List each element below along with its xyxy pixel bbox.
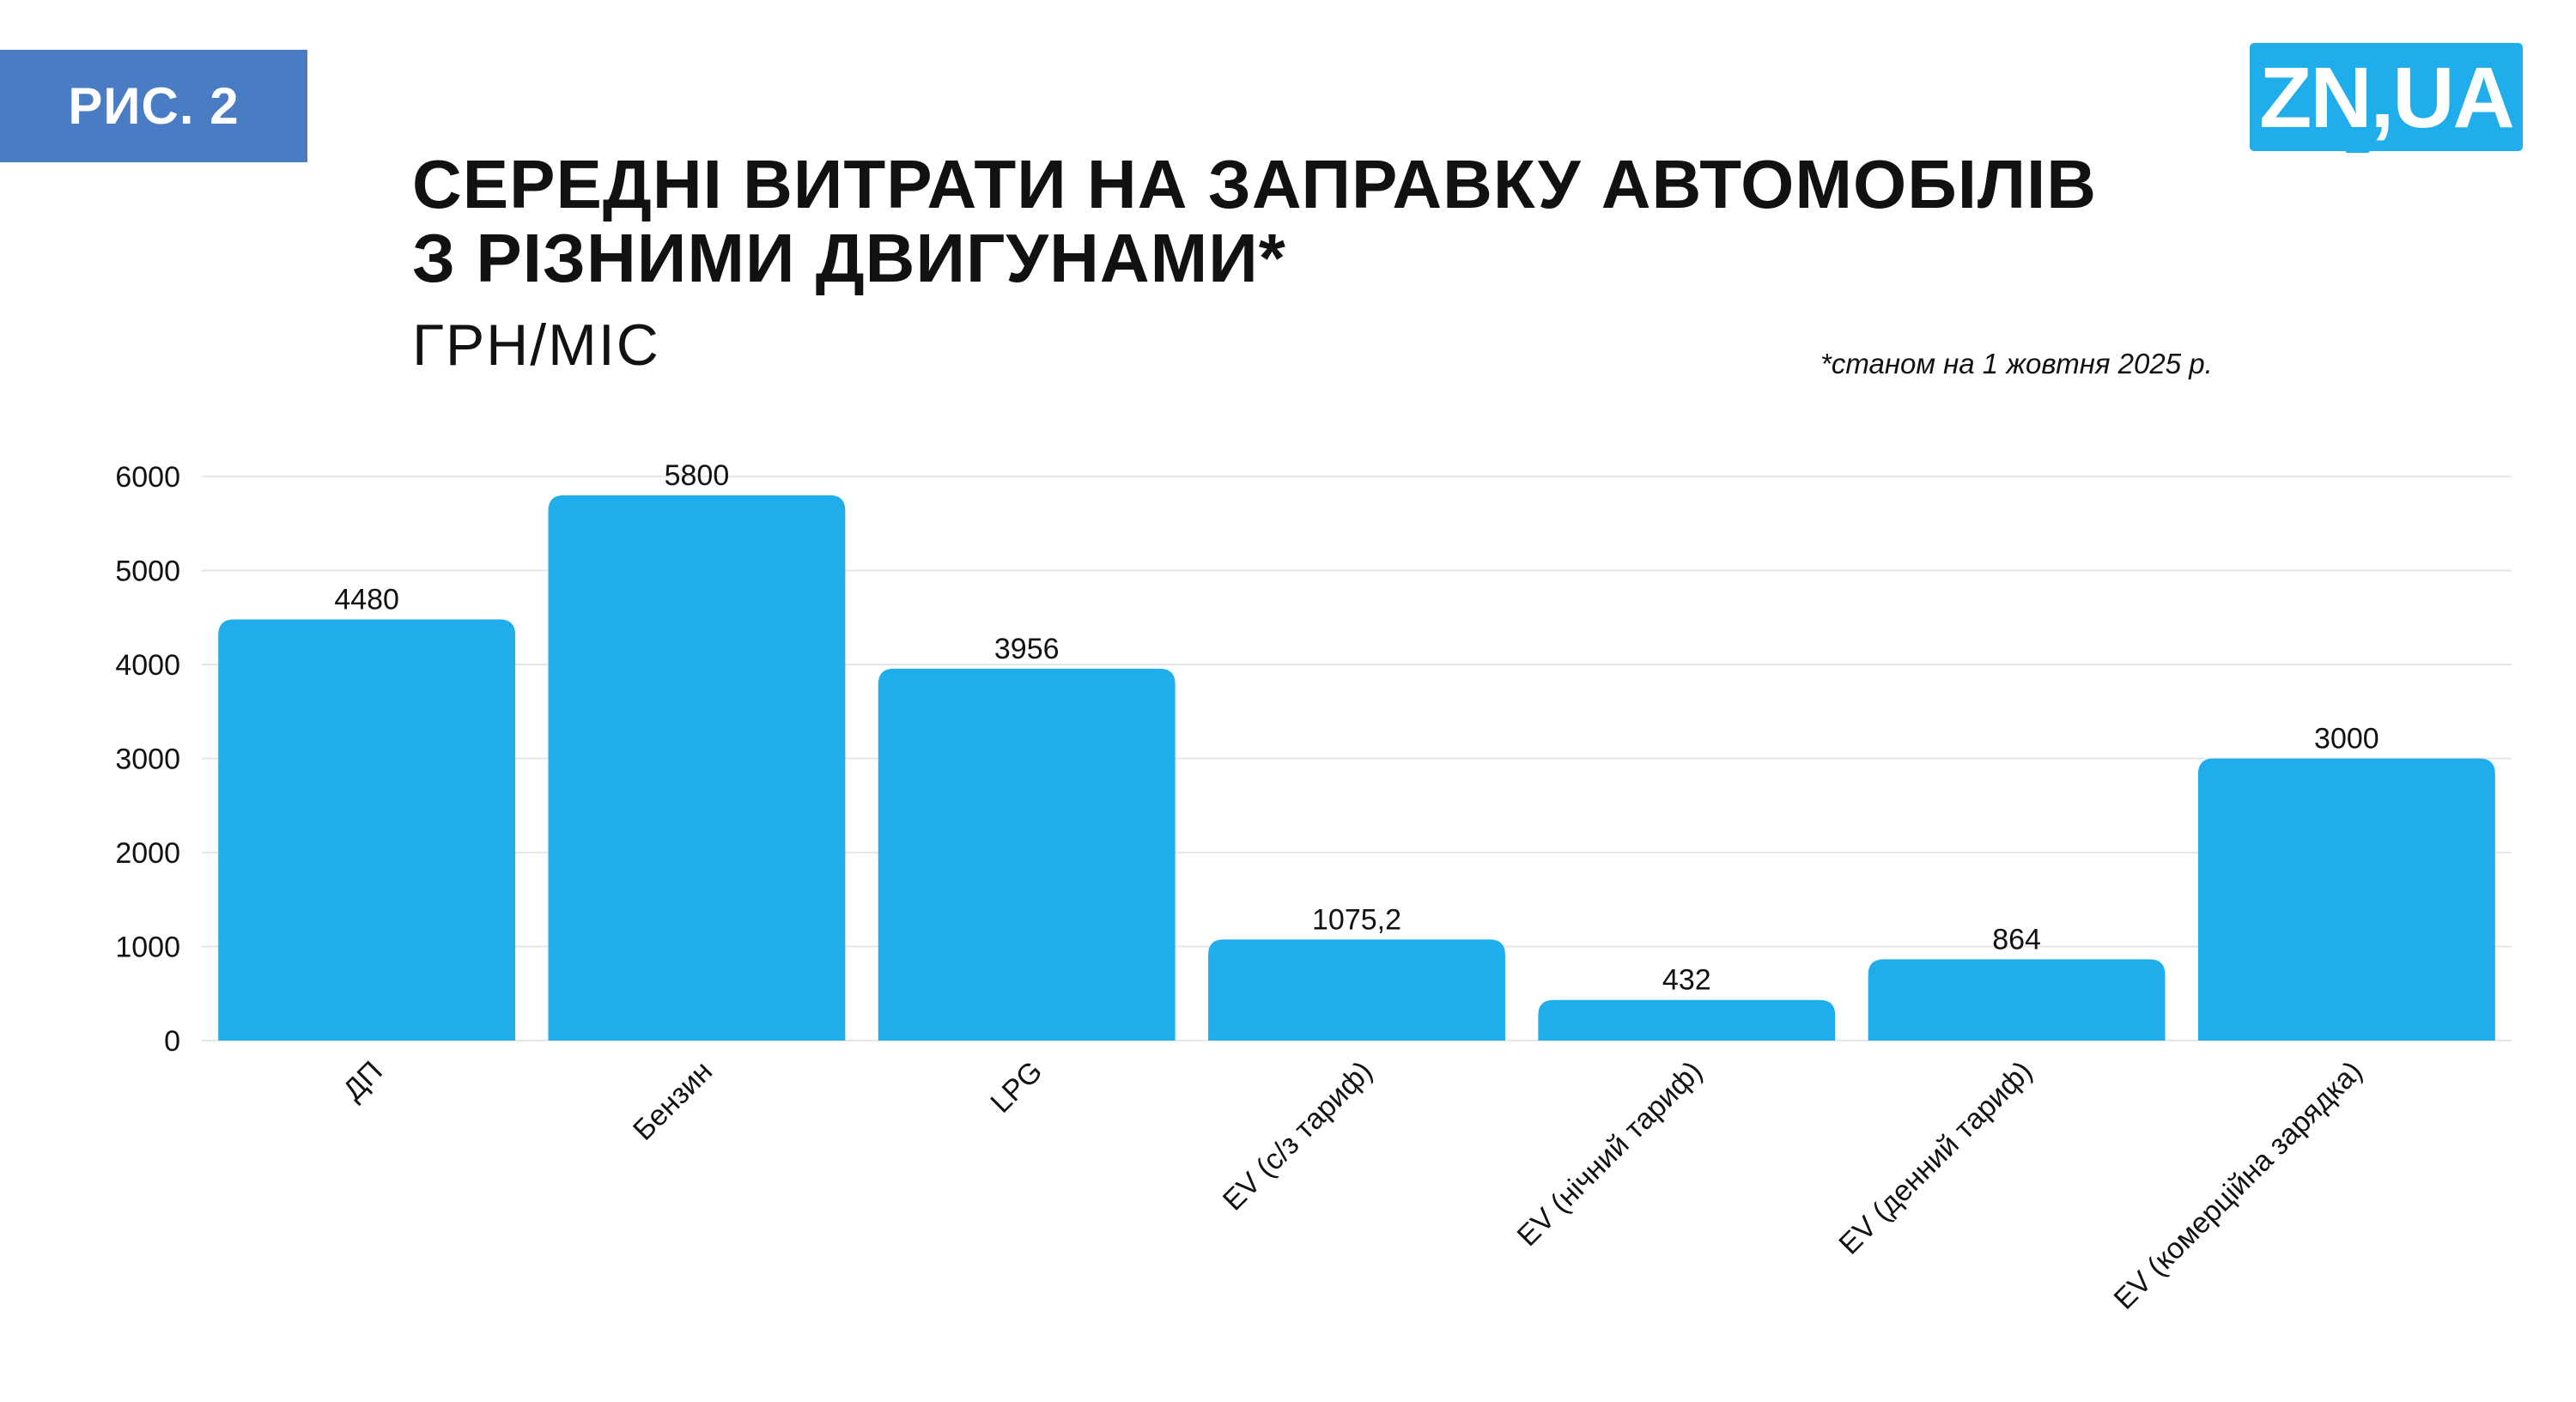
y-tick-label: 1000: [115, 932, 180, 964]
x-tick-label: Бензин: [627, 1055, 719, 1147]
x-tick-label: ДП: [337, 1055, 388, 1107]
data-label: 5800: [665, 459, 730, 492]
x-axis-labels: ДП Бензин LPG EV (с/з тариф) EV (нічний тари…: [337, 1055, 2368, 1316]
x-tick-label: EV (комерційна зарядка): [2108, 1055, 2369, 1316]
x-tick-label: LPG: [984, 1055, 1048, 1120]
y-tick-label: 0: [164, 1025, 180, 1058]
data-label: 864: [1992, 923, 2041, 956]
chart-title-line-1: СЕРЕДНІ ВИТРАТИ НА ЗАПРАВКУ АВТОМОБІЛІВ: [412, 146, 2098, 222]
bars: [218, 495, 2495, 1041]
bar: [1208, 939, 1505, 1041]
bar: [1538, 999, 1836, 1041]
brand-logo: ZN,UA: [2250, 43, 2523, 153]
x-tick-label: EV (денний тариф): [1832, 1055, 2038, 1261]
bar: [878, 668, 1176, 1041]
chart-title-line-2: З РІЗНИМИ ДВИГУНАМИ*: [412, 220, 1286, 296]
data-label: 3000: [2314, 723, 2379, 756]
figure-label: РИС. 2: [0, 50, 307, 162]
footnote-date: *станом на 1 жовтня 2025 р.: [1820, 348, 2213, 379]
y-tick-label: 5000: [115, 555, 180, 588]
y-tick-label: 4000: [115, 649, 180, 682]
data-label: 432: [1662, 964, 1711, 997]
bar: [1868, 959, 2166, 1041]
data-label: 1075,2: [1312, 903, 1401, 936]
logo-text: ZN,UA: [2259, 49, 2515, 146]
logo-speech-bubble-icon: [2250, 43, 2523, 153]
chart-title: СЕРЕДНІ ВИТРАТИ НА ЗАПРАВКУ АВТОМОБІЛІВ …: [412, 148, 2301, 295]
y-axis-ticks: 0 1000 2000 3000 4000 5000 6000: [115, 461, 180, 1058]
y-tick-label: 6000: [115, 461, 180, 494]
bar: [548, 495, 846, 1041]
bar: [218, 619, 516, 1041]
chart-subtitle-units: ГРН/МІС: [412, 313, 660, 378]
bar: [2197, 758, 2495, 1041]
x-tick-label: EV (нічний тариф): [1511, 1055, 1709, 1253]
value-labels: 4480 5800 3956 1075,2 432 864 3000: [334, 459, 2379, 997]
x-tick-label: EV (с/з тариф): [1217, 1055, 1379, 1217]
y-tick-label: 3000: [115, 743, 180, 776]
data-label: 4480: [334, 583, 399, 616]
y-tick-label: 2000: [115, 837, 180, 870]
data-label: 3956: [994, 633, 1060, 665]
